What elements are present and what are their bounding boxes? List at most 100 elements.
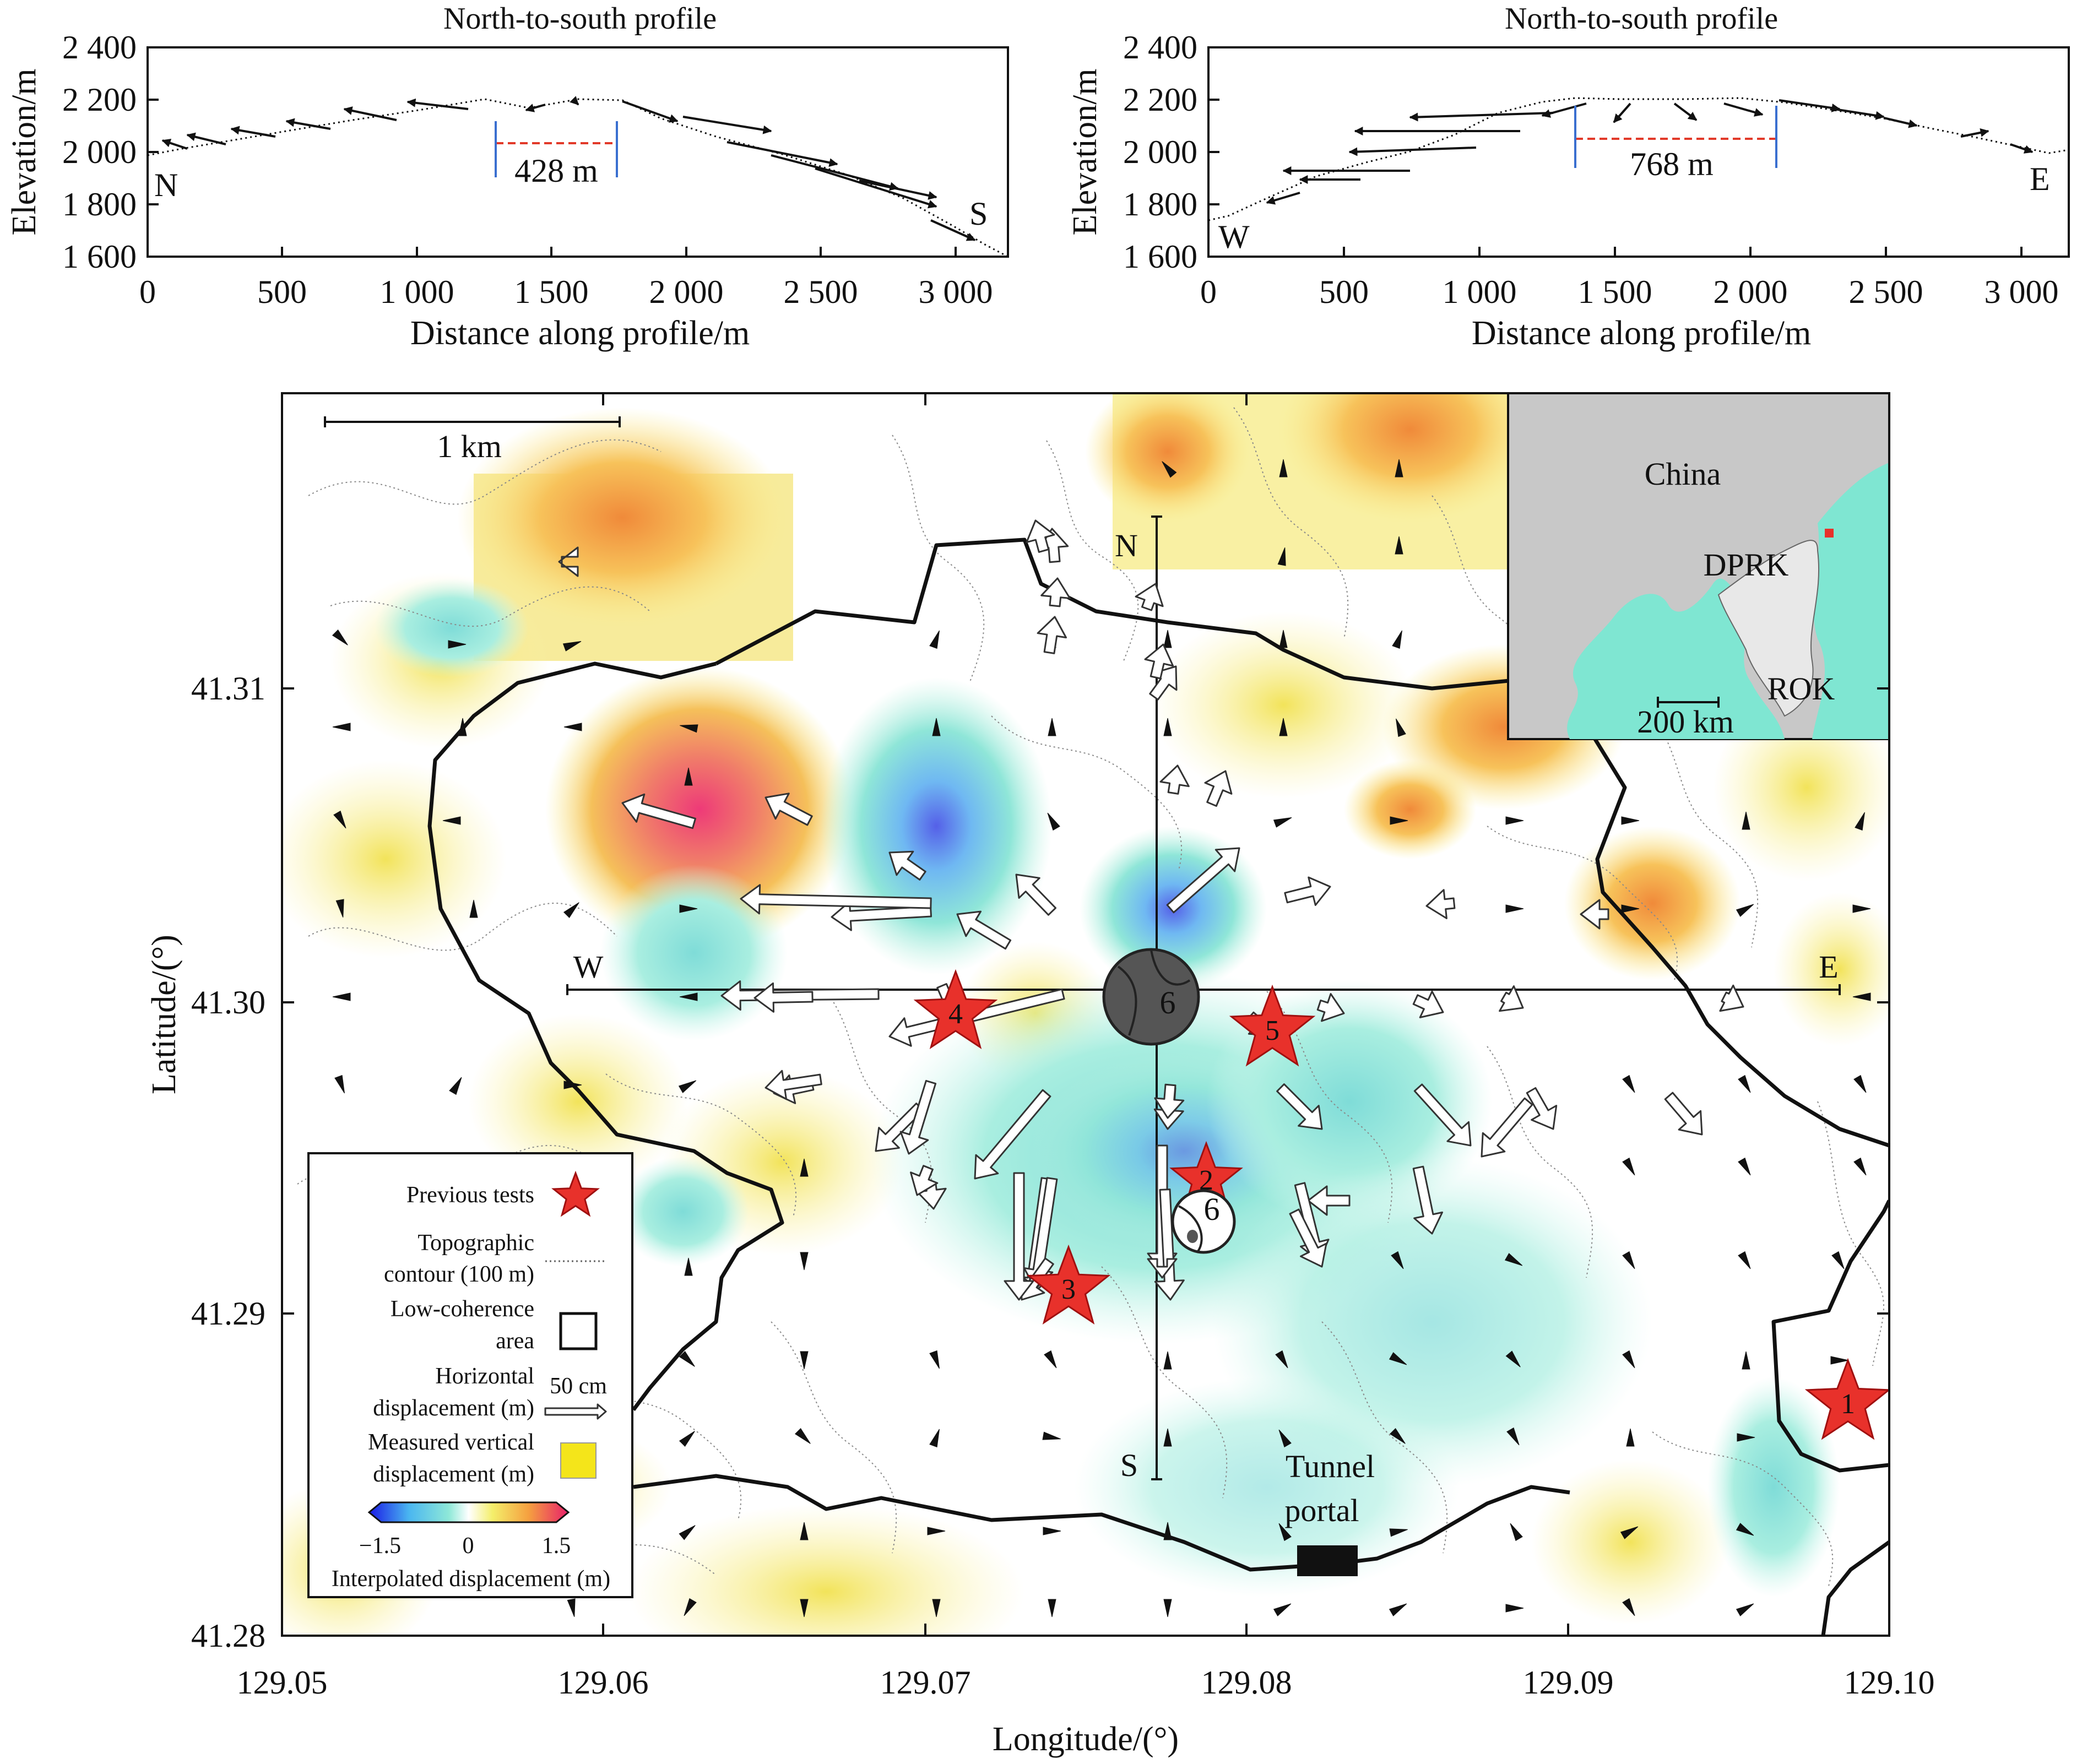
tunnel-label-2: portal — [1284, 1492, 1359, 1528]
displacement-arrow-small — [1048, 718, 1056, 736]
displacement-arrow — [1166, 847, 1240, 914]
map-frame — [281, 392, 1890, 1637]
displacement-arrow-small — [1048, 1599, 1056, 1618]
displacement-arrow-small — [1742, 811, 1750, 830]
displacement-arrow — [1037, 616, 1067, 654]
profile-right: North-to-south profile 2 400 2 200 2 000… — [1066, 2, 2070, 352]
displacement-arrow-small — [1505, 1350, 1521, 1367]
displacement-arrow — [1040, 577, 1071, 607]
displacement-arrow — [1719, 984, 1744, 1012]
displacement-arrow-small — [800, 1351, 809, 1370]
x-tick-label: 2 500 — [784, 274, 858, 310]
displacement-arrow — [1147, 1258, 1178, 1279]
displacement-arrow — [558, 546, 579, 577]
lon-tick-label: 129.09 — [1523, 1664, 1614, 1701]
x-tick-label: 3 000 — [919, 274, 993, 310]
x-tick-label: 500 — [1319, 274, 1369, 310]
lat-tick-label: 41.31 — [191, 670, 265, 707]
y-tick-label: 2 400 — [62, 29, 137, 66]
displacement-arrow-small — [1626, 1428, 1635, 1447]
displacement-arrow-small — [1622, 1157, 1635, 1176]
coherence-boundary — [715, 538, 1889, 1148]
displacement-arrow — [1664, 1092, 1703, 1136]
event6-mechanism-small: 6 — [1171, 1189, 1236, 1254]
displacement-arrow — [1412, 990, 1444, 1018]
profile-left-ylabel: Elevation/m — [6, 68, 43, 235]
displacement-arrow-small — [680, 724, 698, 733]
displacement-arrow-small — [332, 629, 348, 645]
displacement-arrow-small — [1390, 816, 1408, 825]
test-star — [1229, 984, 1316, 1067]
y-tick-label: 2 200 — [62, 82, 137, 118]
profile-left-title: North-to-south profile — [443, 2, 717, 36]
displacement-arrow-small — [1510, 1523, 1523, 1542]
displacement-arrow — [765, 1070, 822, 1100]
displacement-arrow — [956, 910, 1012, 950]
lat-tick-label: 41.29 — [191, 1295, 265, 1332]
y-tick-label: 2 000 — [1123, 134, 1197, 170]
displacement-arrow — [621, 793, 696, 829]
displacement-arrow-small — [1621, 904, 1640, 913]
legend-arrow-scale: 50 cm — [550, 1374, 607, 1399]
profile-left-span-label: 428 m — [514, 153, 598, 189]
coherence-boundary — [633, 1474, 1570, 1572]
axis-n-label: N — [1115, 528, 1138, 563]
x-tick-label: 1 500 — [514, 274, 589, 310]
profile-left-terrain — [147, 98, 1009, 258]
legend-lowcoh-line1: Low-coherence — [391, 1296, 534, 1322]
event6-mech-label: 6 — [1204, 1191, 1220, 1227]
displacement-arrow — [1526, 1087, 1558, 1130]
displacement-arrow-small — [929, 630, 940, 649]
displacement-arrow-small — [929, 1350, 940, 1369]
test-star-label: 4 — [948, 998, 963, 1030]
displacement-arrow-small — [1162, 461, 1177, 478]
displacement-arrow-small — [1620, 1526, 1639, 1539]
profile-right-start-label: W — [1218, 219, 1250, 255]
displacement-arrow — [1026, 519, 1055, 553]
x-tick-label: 2 000 — [649, 274, 724, 310]
event6-beachball: 6 — [1102, 948, 1200, 1046]
displacement-arrow — [1289, 1208, 1327, 1268]
test-star-label: 5 — [1265, 1015, 1279, 1046]
displacement-arrow-small — [1279, 629, 1288, 648]
y-tick-label: 2 200 — [1123, 82, 1197, 118]
displacement-arrow-small — [679, 1350, 695, 1367]
displacement-arrow-small — [1279, 718, 1288, 736]
displacement-arrow-small — [1622, 1251, 1635, 1269]
profile-left-start-label: N — [154, 167, 178, 203]
displacement-arrow-small — [563, 1081, 582, 1089]
small-displacement-arrows — [332, 459, 1871, 1618]
map-lon-ticks: 129.05 129.06 129.07 129.08 129.09 129.1… — [237, 393, 1935, 1701]
profile-right-x-ticks: 0 500 1 000 1 500 2 000 2 500 3 000 — [1200, 247, 2059, 310]
legend-horiz-line1: Horizontal — [435, 1364, 534, 1389]
y-tick-label: 1 600 — [62, 238, 137, 275]
displacement-arrow — [753, 982, 814, 1013]
dprk-rok-land — [1717, 540, 1820, 717]
inset-china: China — [1645, 456, 1721, 492]
displacement-arrow-small — [1505, 816, 1524, 825]
profile-left: North-to-south profile 2 400 2 200 2 000… — [6, 2, 1009, 352]
displacement-arrow — [1412, 1165, 1443, 1235]
displacement-arrow — [910, 1165, 939, 1196]
y-tick-label: 2 000 — [62, 134, 137, 170]
displacement-arrow — [740, 884, 932, 915]
map-scale-bar: 1 km — [324, 416, 621, 464]
displacement-arrow-small — [332, 992, 351, 1001]
displacement-arrow-small — [1391, 1251, 1404, 1269]
displacement-arrow-small — [1389, 1528, 1408, 1537]
legend-lowcoh-swatch — [559, 1312, 598, 1350]
legend-colorbar — [367, 1501, 570, 1523]
axis-e-label: E — [1819, 949, 1838, 985]
x-tick-label: 2 500 — [1849, 274, 1923, 310]
y-tick-label: 1 800 — [1123, 186, 1197, 222]
displacement-arrow-small — [1396, 718, 1406, 737]
displacement-arrow — [1135, 583, 1164, 611]
profile-right-end-label: E — [2030, 161, 2050, 197]
profile-left-xlabel: Distance along profile/m — [410, 314, 750, 352]
lon-tick-label: 129.10 — [1844, 1664, 1935, 1701]
displacement-arrow — [1159, 764, 1190, 795]
displacement-arrow-small — [932, 1599, 941, 1618]
displacement-arrow-small — [1273, 1603, 1292, 1616]
